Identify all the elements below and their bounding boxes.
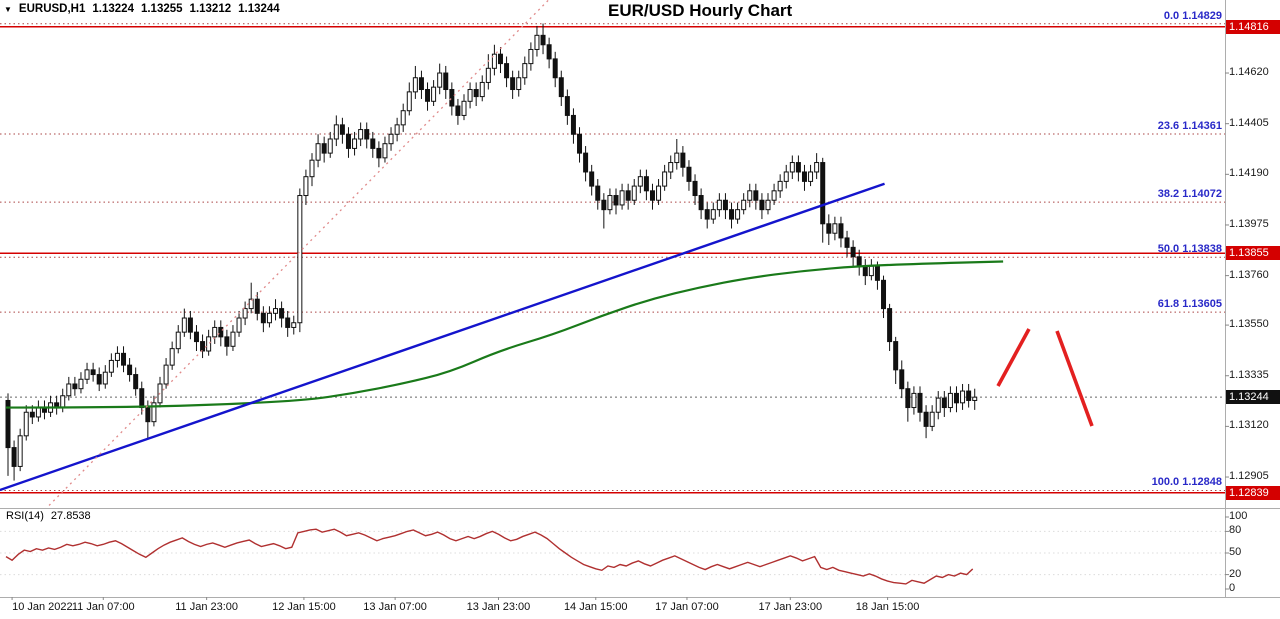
rsi-indicator-label: RSI(14) 27.8538 (6, 510, 91, 522)
ohlc-high-value: 1.13255 (140, 3, 183, 15)
ohlc-readout: ▼ EURUSD,H1 1.13224 1.13255 1.13212 1.13… (4, 3, 280, 15)
chart-title: EUR/USD Hourly Chart (608, 1, 793, 20)
ohlc-low-value: 1.13212 (189, 3, 232, 15)
rsi-indicator-layer (0, 528, 1225, 585)
rsi-value: 27.8538 (50, 510, 91, 522)
chart-menu-arrow-icon[interactable]: ▼ (4, 5, 12, 14)
symbol-timeframe-label: EURUSD,H1 (18, 3, 86, 15)
ohlc-close-value: 1.13244 (238, 3, 280, 15)
ohlc-open-value: 1.13224 (92, 3, 134, 15)
axis-layer (0, 0, 1280, 600)
rsi-name: RSI(14) (6, 510, 44, 522)
price-chart-layer (0, 0, 1225, 508)
